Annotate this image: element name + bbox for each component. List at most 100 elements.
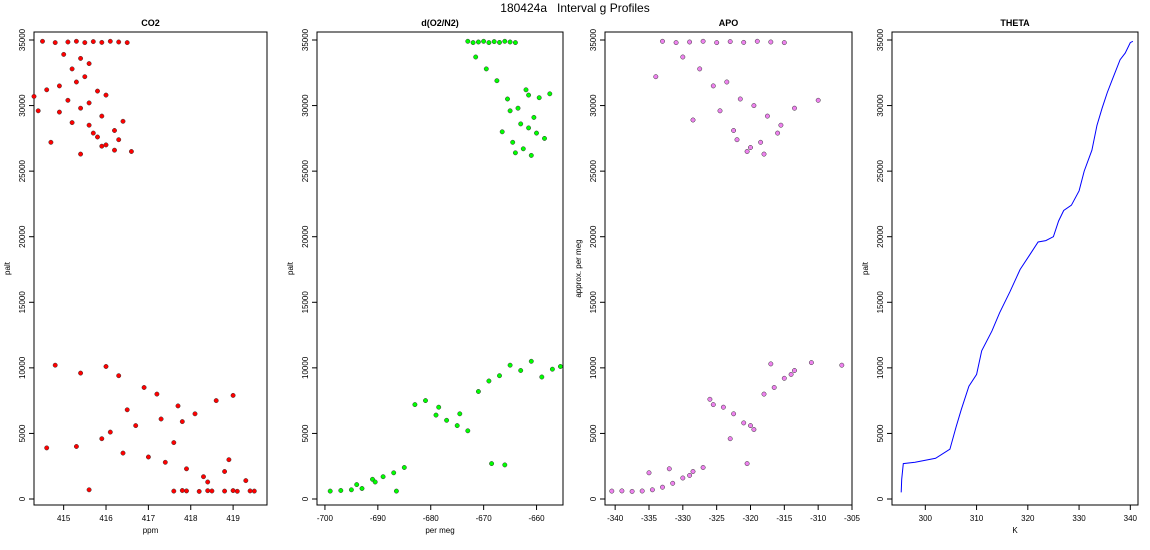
y-tick-label-0-6: 30000: [18, 94, 27, 117]
data-point-0-0-35: [99, 143, 105, 149]
data-point-1-1-5: [380, 474, 386, 480]
y-tick-label-2-0: 0: [589, 496, 598, 501]
plot-frame-2: [604, 31, 853, 506]
figure-title: 180424a Interval g Profiles: [500, 1, 650, 15]
data-point-1-0-4: [486, 40, 492, 46]
y-tick-label-2-4: 20000: [589, 225, 598, 248]
x-tick-label-2-5: -315: [776, 514, 793, 523]
data-point-0-1-7: [192, 411, 198, 417]
data-point-1-0-29: [526, 125, 532, 131]
data-point-0-0-16: [95, 134, 100, 140]
y-tick-label-0-3: 15000: [18, 291, 27, 314]
data-point-2-0-12: [710, 83, 716, 89]
data-point-1-1-9: [423, 398, 428, 404]
data-point-1-0-9: [512, 40, 518, 46]
y-tick-label-1-4: 20000: [301, 225, 310, 248]
data-point-0-0-3: [73, 38, 79, 44]
x-tick-label-3-4: 340: [1124, 514, 1138, 523]
data-point-2-0-16: [764, 113, 770, 119]
data-point-0-0-36: [116, 137, 122, 143]
data-point-1-1-2: [348, 487, 354, 493]
data-point-2-1-22: [748, 423, 753, 429]
data-point-0-0-13: [69, 66, 75, 72]
y-tick-label-3-2: 10000: [876, 356, 885, 379]
data-point-1-1-11: [444, 417, 450, 423]
y-tick-label-3-6: 30000: [876, 94, 885, 117]
data-point-2-1-24: [788, 371, 794, 377]
y-tick-label-3-1: 5000: [876, 424, 885, 442]
data-point-1-0-1: [470, 40, 476, 46]
data-point-2-0-19: [815, 97, 821, 103]
data-point-1-1-27: [457, 411, 463, 417]
data-point-2-1-3: [639, 488, 645, 494]
data-point-0-2-5: [234, 488, 240, 494]
data-point-0-1-26: [86, 487, 92, 493]
data-point-2-1-18: [792, 368, 797, 373]
data-point-2-0-7: [754, 38, 760, 44]
data-point-1-1-26: [436, 404, 442, 410]
data-point-0-1-6: [175, 403, 181, 409]
data-point-0-0-21: [73, 79, 79, 85]
y-tick-label-0-7: 35000: [18, 28, 27, 51]
y-axis-label-1: palt: [286, 261, 295, 275]
y-axis-label-0: palt: [3, 261, 12, 275]
y-tick-label-3-0: 0: [876, 496, 885, 501]
y-tick-label-3-3: 15000: [876, 291, 885, 314]
x-tick-label-2-2: -330: [675, 514, 692, 523]
data-point-2-1-1: [619, 488, 625, 494]
data-point-0-0-15: [86, 122, 92, 128]
x-tick-label-3-3: 330: [1072, 514, 1086, 523]
data-point-0-0-9: [124, 40, 130, 46]
data-point-0-0-34: [69, 120, 75, 126]
x-tick-label-2-4: -320: [742, 514, 759, 523]
y-tick-label-1-2: 10000: [301, 356, 310, 379]
data-point-0-1-20: [107, 429, 113, 435]
data-point-1-0-5: [491, 39, 497, 45]
x-tick-label-2-6: -310: [810, 514, 827, 523]
data-point-0-0-37: [86, 61, 92, 67]
data-point-2-0-13: [724, 79, 730, 85]
data-point-0-0-38: [56, 83, 62, 89]
y-tick-label-0-5: 25000: [18, 159, 27, 182]
data-point-1-0-0: [465, 38, 471, 44]
data-point-0-1-1: [78, 370, 84, 376]
data-point-2-1-12: [731, 411, 737, 417]
data-point-1-1-3: [359, 486, 365, 491]
data-point-2-0-8: [768, 39, 774, 45]
data-point-2-0-0: [660, 38, 665, 44]
y-tick-label-1-3: 15000: [301, 291, 310, 314]
data-point-2-0-10: [680, 54, 686, 60]
data-point-0-1-0: [52, 362, 58, 368]
plot-frame-3: [891, 31, 1139, 506]
data-point-1-1-19: [528, 358, 534, 364]
y-tick-label-2-2: 10000: [589, 356, 598, 379]
data-point-0-0-10: [31, 93, 37, 99]
y-axis-label-2: approx. per meg: [574, 239, 583, 297]
data-point-2-1-6: [670, 480, 676, 486]
data-point-0-0-29: [35, 108, 41, 114]
data-point-1-0-8: [507, 39, 513, 45]
y-tick-label-2-5: 25000: [589, 159, 598, 182]
data-point-2-0-29: [758, 139, 764, 145]
data-point-2-1-4: [649, 487, 655, 493]
data-point-2-0-5: [727, 39, 733, 45]
data-point-0-1-12: [99, 436, 105, 442]
data-point-2-0-21: [690, 117, 696, 123]
data-point-1-1-10: [433, 412, 439, 418]
data-point-0-0-31: [82, 74, 88, 80]
data-point-2-1-25: [646, 470, 652, 476]
data-point-2-1-10: [710, 402, 716, 408]
data-point-0-1-11: [73, 444, 79, 449]
x-tick-label-3-2: 320: [1021, 514, 1035, 523]
data-point-0-0-1: [52, 40, 58, 46]
data-point-1-0-15: [526, 92, 532, 98]
data-point-2-1-21: [727, 436, 733, 442]
data-point-1-0-28: [512, 150, 518, 156]
data-point-0-0-6: [99, 39, 105, 45]
data-point-2-0-18: [792, 105, 797, 111]
data-point-0-1-25: [251, 488, 257, 494]
data-point-1-1-17: [507, 362, 513, 368]
x-tick-label-2-7: -305: [844, 514, 861, 523]
data-point-2-0-24: [761, 151, 767, 157]
data-point-2-0-2: [687, 39, 693, 45]
